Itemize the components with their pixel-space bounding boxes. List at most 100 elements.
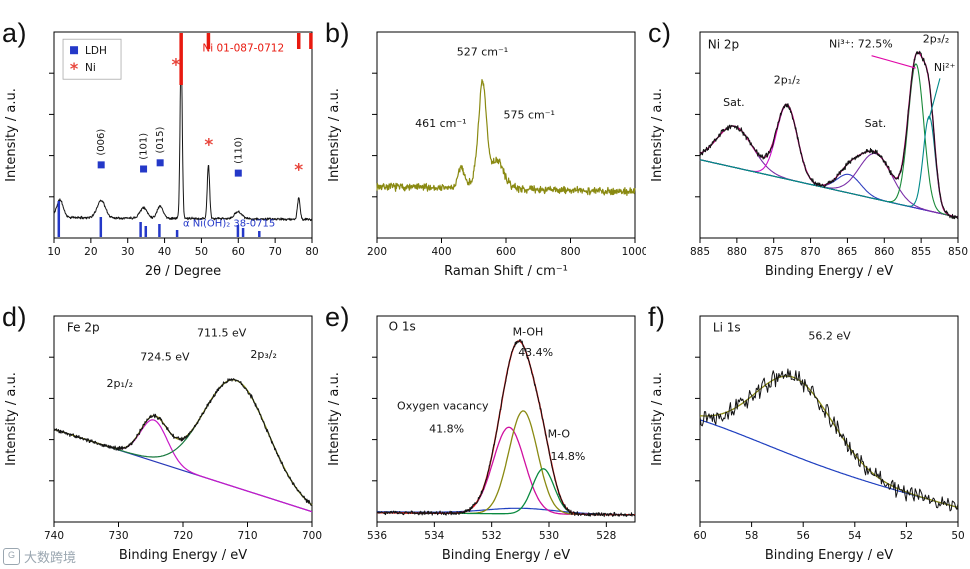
svg-text:880: 880 bbox=[727, 246, 747, 258]
svg-text:Sat.: Sat. bbox=[865, 117, 887, 130]
svg-text:2p₁/₂: 2p₁/₂ bbox=[107, 377, 134, 390]
panel-d-chart-fe2p-xps: 740 730 720 710 700 Fe 2p 2p₁/₂ 724.5 eV 711.5 e… bbox=[4, 315, 322, 563]
svg-text:30: 30 bbox=[121, 246, 134, 258]
svg-text:40: 40 bbox=[158, 246, 171, 258]
svg-text:(110): (110) bbox=[233, 137, 244, 164]
panel-f: f) 60 58 56 54 52 50 Li 1s 56.2 eV Binding Energ… bbox=[646, 284, 969, 568]
svg-text:Oxygen vacancy: Oxygen vacancy bbox=[397, 400, 489, 413]
svg-text:56.2 eV: 56.2 eV bbox=[808, 330, 851, 343]
panel-a-chart-xrd: 10 20 30 40 50 60 70 80 * * * LDH * Ni Ni 01-087-0712 (… bbox=[4, 31, 319, 279]
svg-text:M-O: M-O bbox=[548, 428, 571, 441]
svg-text:Intensity / a.u.: Intensity / a.u. bbox=[4, 372, 19, 466]
svg-text:10: 10 bbox=[47, 246, 60, 258]
svg-text:α Ni(OH)₂ 38-0715: α Ni(OH)₂ 38-0715 bbox=[183, 219, 275, 230]
svg-text:14.8%: 14.8% bbox=[550, 450, 585, 463]
svg-text:56: 56 bbox=[797, 530, 811, 542]
svg-text:Ni: Ni bbox=[85, 62, 96, 74]
svg-text:Ni 01-087-0712: Ni 01-087-0712 bbox=[202, 43, 284, 55]
svg-text:52: 52 bbox=[900, 530, 913, 542]
svg-text:700: 700 bbox=[302, 530, 322, 542]
panel-a-letter: a) bbox=[2, 18, 28, 48]
svg-text:855: 855 bbox=[911, 246, 931, 258]
svg-text:Intensity / a.u.: Intensity / a.u. bbox=[650, 372, 665, 466]
svg-text:600: 600 bbox=[496, 246, 516, 258]
svg-text:*: * bbox=[172, 55, 181, 75]
svg-text:710: 710 bbox=[237, 530, 257, 542]
panel-d: d) 740 730 720 710 700 Fe 2p 2p₁/₂ 724.5 eV 711.… bbox=[0, 284, 323, 568]
panel-a: a) 10 20 30 40 50 60 70 80 * * * LDH * Ni Ni 01-087-07… bbox=[0, 0, 323, 284]
svg-text:2θ / Degree: 2θ / Degree bbox=[145, 264, 221, 279]
svg-text:800: 800 bbox=[560, 246, 580, 258]
svg-text:711.5 eV: 711.5 eV bbox=[197, 327, 247, 340]
svg-text:Binding Energy / eV: Binding Energy / eV bbox=[442, 548, 570, 563]
svg-text:Intensity / a.u.: Intensity / a.u. bbox=[650, 88, 665, 182]
svg-text:461 cm⁻¹: 461 cm⁻¹ bbox=[415, 117, 466, 130]
svg-text:*: * bbox=[204, 136, 213, 156]
svg-text:2p₁/₂: 2p₁/₂ bbox=[774, 74, 801, 87]
svg-text:730: 730 bbox=[108, 530, 128, 542]
watermark: G 大数跨境 bbox=[3, 547, 76, 566]
svg-text:875: 875 bbox=[764, 246, 784, 258]
svg-text:870: 870 bbox=[801, 246, 821, 258]
svg-text:2p₃/₂: 2p₃/₂ bbox=[250, 348, 277, 361]
panel-c-chart-ni2p-xps: 885 880 875 870 865 860 855 850 Ni 2p Sat. 2p₁/₂ Sa… bbox=[650, 31, 968, 279]
svg-text:20: 20 bbox=[84, 246, 97, 258]
panel-e-letter: e) bbox=[325, 302, 351, 332]
svg-text:70: 70 bbox=[268, 246, 281, 258]
svg-text:860: 860 bbox=[874, 246, 894, 258]
svg-text:532: 532 bbox=[482, 530, 502, 542]
svg-text:(015): (015) bbox=[155, 127, 166, 154]
svg-text:*: * bbox=[294, 160, 303, 180]
svg-text:*: * bbox=[70, 59, 79, 78]
svg-text:(101): (101) bbox=[139, 133, 150, 160]
svg-text:Ni 2p: Ni 2p bbox=[708, 37, 739, 51]
svg-text:60: 60 bbox=[232, 246, 245, 258]
panel-b-letter: b) bbox=[325, 18, 351, 48]
panel-f-letter: f) bbox=[648, 302, 666, 332]
svg-text:50: 50 bbox=[951, 530, 964, 542]
svg-text:885: 885 bbox=[690, 246, 710, 258]
svg-text:Intensity / a.u.: Intensity / a.u. bbox=[4, 88, 19, 182]
svg-text:720: 720 bbox=[173, 530, 193, 542]
svg-text:850: 850 bbox=[948, 246, 968, 258]
svg-text:740: 740 bbox=[44, 530, 64, 542]
svg-text:80: 80 bbox=[305, 246, 318, 258]
watermark-logo-icon: G bbox=[3, 548, 20, 565]
svg-text:534: 534 bbox=[424, 530, 444, 542]
panel-c-letter: c) bbox=[648, 18, 672, 48]
svg-text:527 cm⁻¹: 527 cm⁻¹ bbox=[457, 46, 508, 59]
panel-c: c) 885 880 875 870 865 860 855 850 Ni 2p Sat. 2p₁/… bbox=[646, 0, 969, 284]
svg-text:O 1s: O 1s bbox=[389, 319, 416, 333]
svg-text:LDH: LDH bbox=[85, 45, 107, 57]
svg-text:(006): (006) bbox=[96, 129, 107, 156]
svg-text:2p₃/₂: 2p₃/₂ bbox=[923, 32, 950, 45]
panel-f-chart-li1s-xps: 60 58 56 54 52 50 Li 1s 56.2 eV Binding Energy /… bbox=[650, 315, 965, 563]
svg-text:575 cm⁻¹: 575 cm⁻¹ bbox=[503, 109, 554, 122]
svg-text:Binding Energy / eV: Binding Energy / eV bbox=[765, 264, 893, 279]
svg-text:60: 60 bbox=[693, 530, 706, 542]
svg-text:Raman Shift / cm⁻¹: Raman Shift / cm⁻¹ bbox=[444, 264, 568, 279]
svg-text:54: 54 bbox=[848, 530, 862, 542]
svg-text:528: 528 bbox=[596, 530, 616, 542]
svg-text:Binding Energy / eV: Binding Energy / eV bbox=[765, 548, 893, 563]
panel-e-chart-o1s-xps: 536 534 532 530 528 O 1s M-OH 43.4% Oxygen vacan… bbox=[327, 315, 636, 563]
svg-text:865: 865 bbox=[837, 246, 857, 258]
svg-text:50: 50 bbox=[195, 246, 208, 258]
svg-text:Binding Energy / eV: Binding Energy / eV bbox=[119, 548, 247, 563]
panel-d-letter: d) bbox=[2, 302, 28, 332]
panel-e: e) 536 534 532 530 528 O 1s M-OH 43.4% Oxygen va… bbox=[323, 284, 646, 568]
svg-text:536: 536 bbox=[367, 530, 387, 542]
svg-text:724.5 eV: 724.5 eV bbox=[140, 350, 190, 363]
svg-text:Sat.: Sat. bbox=[723, 96, 745, 109]
watermark-text: 大数跨境 bbox=[24, 550, 77, 565]
svg-text:1000: 1000 bbox=[622, 246, 646, 258]
svg-text:58: 58 bbox=[745, 530, 758, 542]
svg-text:Intensity / a.u.: Intensity / a.u. bbox=[327, 372, 342, 466]
svg-text:200: 200 bbox=[367, 246, 387, 258]
panel-b: b) 200 400 600 800 1000 527 cm⁻¹ 461 cm⁻¹ 575 c… bbox=[323, 0, 646, 284]
svg-text:Ni³⁺: 72.5%: Ni³⁺: 72.5% bbox=[829, 37, 893, 50]
svg-text:530: 530 bbox=[539, 530, 559, 542]
svg-text:Li 1s: Li 1s bbox=[713, 320, 741, 334]
svg-text:43.4%: 43.4% bbox=[518, 346, 553, 359]
